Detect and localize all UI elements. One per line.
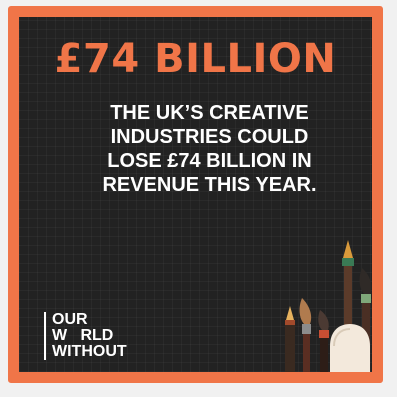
creative-tools-illustration	[285, 240, 372, 372]
body-line: THE UK’S CREATIVE	[110, 102, 309, 124]
body-text: THE UK’S CREATIVE INDUSTRIES COULD LOSE …	[59, 101, 360, 197]
paintbrush-icon	[299, 298, 312, 372]
body-line: LOSE £74 BILLION IN	[107, 150, 312, 172]
pencil-icon	[285, 306, 295, 372]
body-line: REVENUE THIS YEAR.	[102, 174, 317, 196]
campaign-card: £74 BILLION THE UK’S CREATIVE INDUSTRIES…	[8, 6, 383, 383]
pot-icon	[330, 324, 370, 372]
logo-line: WITHOUT	[52, 343, 127, 360]
paintbrush-icon	[318, 310, 329, 372]
body-line: INDUSTRIES COULD	[110, 126, 309, 148]
logo-line: OUR	[52, 311, 88, 328]
logo-line: W RLD	[52, 327, 114, 344]
headline: £74 BILLION	[54, 36, 337, 82]
pen-icon	[342, 240, 354, 372]
our-world-without-logo: OUR W RLD WITHOUT	[44, 312, 127, 360]
